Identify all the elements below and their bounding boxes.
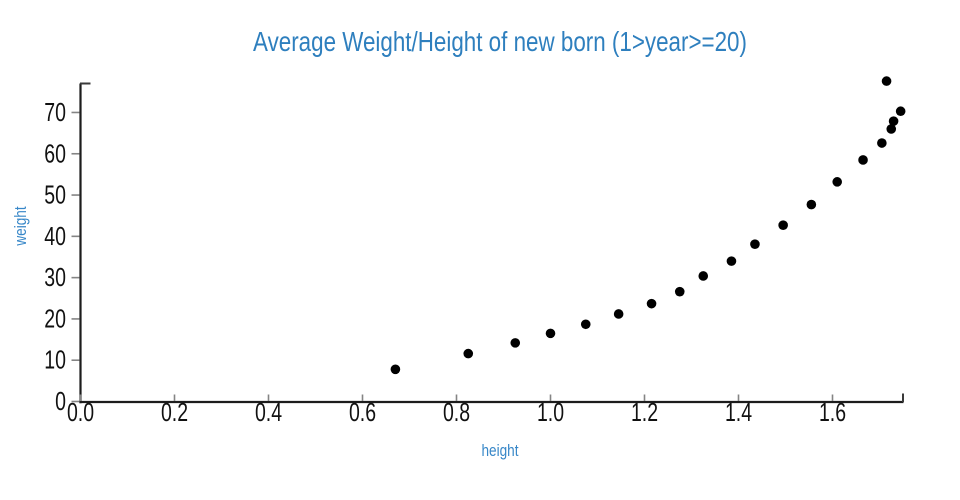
data-point	[545, 328, 556, 339]
x-tick-label: 1.0	[537, 397, 564, 426]
x-axis-ticks: 0.0 0.2 0.4 0.6 0.8 1.0 1.2 1.4 1.6	[67, 394, 846, 427]
x-tick-label: 0.2	[161, 397, 188, 426]
x-tick-label: 0.0	[67, 397, 94, 426]
x-tick-label: 0.6	[349, 397, 376, 426]
data-point	[463, 348, 474, 359]
data-point	[510, 338, 521, 348]
data-point	[881, 76, 892, 86]
y-tick-label: 0	[55, 386, 66, 415]
data-point	[698, 271, 709, 281]
y-tick-label: 10	[44, 345, 66, 374]
y-tick-label: 50	[44, 180, 66, 209]
data-point	[886, 124, 897, 134]
data-point	[390, 364, 401, 375]
x-tick-label: 1.4	[725, 397, 752, 426]
y-axis-ticks: 0 10 20 30 40 50 60 70	[44, 97, 80, 416]
x-tick-label: 1.6	[819, 397, 846, 426]
axes	[79, 82, 904, 404]
data-point	[778, 220, 788, 230]
y-axis-label: weight	[12, 206, 31, 247]
data-point	[888, 116, 899, 126]
data-point	[832, 177, 842, 187]
data-point	[806, 199, 817, 210]
y-tick-label: 70	[44, 97, 66, 126]
data-point	[895, 106, 906, 117]
x-tick-label: 0.8	[443, 397, 470, 426]
x-tick-label: 0.4	[255, 397, 282, 426]
data-point	[646, 298, 657, 309]
x-axis-label: height	[481, 442, 519, 461]
data-point	[726, 256, 737, 266]
data-point	[877, 138, 887, 148]
y-tick-label: 40	[44, 221, 66, 250]
data-point	[613, 309, 624, 319]
data-point	[858, 155, 868, 165]
x-tick-label: 1.2	[631, 397, 658, 426]
y-tick-label: 60	[44, 139, 66, 168]
chart-title: Average Weight/Height of new born (1>yea…	[253, 27, 747, 58]
data-point	[750, 239, 760, 249]
data-point	[674, 286, 685, 297]
y-tick-label: 20	[44, 304, 66, 333]
data-point	[580, 319, 591, 330]
y-tick-label: 30	[44, 262, 66, 291]
data-points	[390, 76, 906, 375]
